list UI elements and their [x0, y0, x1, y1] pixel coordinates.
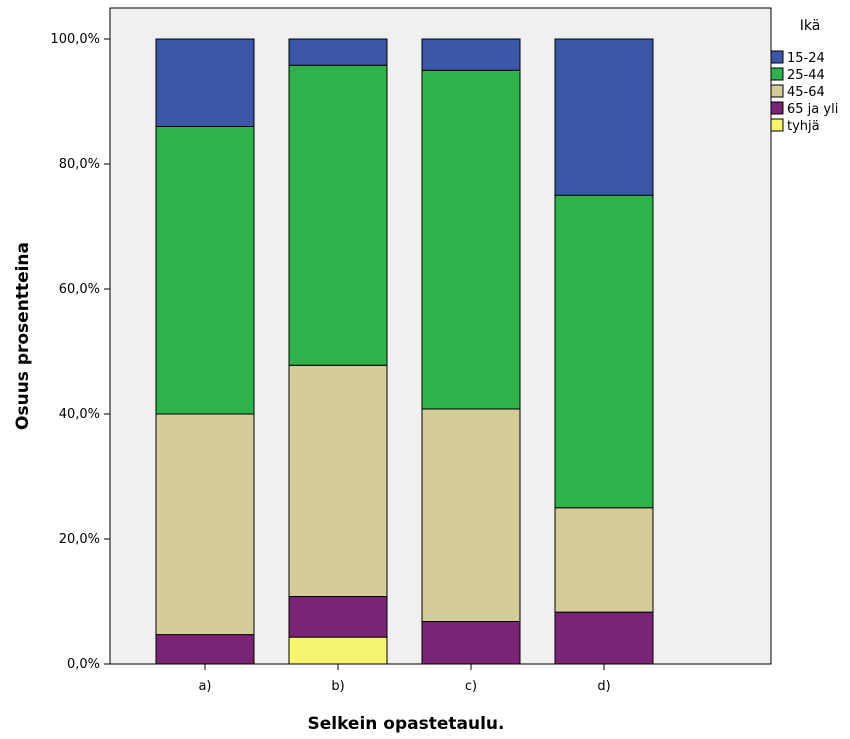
y-tick-label: 60,0% [59, 282, 100, 297]
bar-segment [155, 413, 255, 636]
x-tick-label: d) [597, 679, 610, 694]
x-axis-title: Selkein opastetaulu. [307, 714, 504, 734]
y-tick-label: 40,0% [59, 407, 100, 422]
bar-segment [421, 408, 521, 622]
legend-title: Ikä [800, 18, 821, 34]
bar-segment [421, 69, 521, 410]
bars-group [155, 38, 654, 665]
legend-label: 45-64 [787, 85, 825, 100]
bar-segment [288, 64, 388, 366]
bar-segment [288, 364, 388, 597]
bar-segment [421, 38, 521, 71]
x-axis: a) b) c) d) [198, 664, 611, 694]
x-tick-label: c) [465, 679, 477, 694]
legend-label: 25-44 [787, 68, 825, 83]
legend-swatch [770, 101, 784, 115]
legend-label: 15-24 [787, 51, 825, 66]
bar-segment [155, 126, 255, 415]
y-tick-label: 100,0% [50, 32, 100, 47]
y-axis: 0,0% 20,0% 40,0% 60,0% 80,0% 100,0% [50, 8, 111, 672]
y-tick-label: 0,0% [67, 657, 100, 672]
legend: 15-24 25-44 45-64 65 ja yli tyhjä [770, 50, 838, 134]
bar-segment [421, 621, 521, 665]
y-tick-label: 20,0% [59, 532, 100, 547]
legend-label: 65 ja yli [787, 102, 838, 117]
bar-segment [288, 38, 388, 66]
bar-segment [155, 634, 255, 665]
legend-swatch [770, 118, 784, 132]
bar-segment [554, 194, 654, 509]
legend-swatch [770, 67, 784, 81]
x-tick-label: a) [198, 679, 211, 694]
bar-segment [554, 507, 654, 613]
bar-segment [288, 636, 388, 665]
bar-segment [288, 596, 388, 638]
bar-segment [554, 611, 654, 665]
x-tick-label: b) [331, 679, 344, 694]
y-tick-label: 80,0% [59, 157, 100, 172]
legend-swatch [770, 84, 784, 98]
bar-segment [155, 38, 255, 127]
legend-swatch [770, 50, 784, 64]
y-axis-title: Osuus prosentteina [13, 242, 33, 430]
legend-label: tyhjä [787, 119, 820, 134]
bar-segment [554, 38, 654, 196]
